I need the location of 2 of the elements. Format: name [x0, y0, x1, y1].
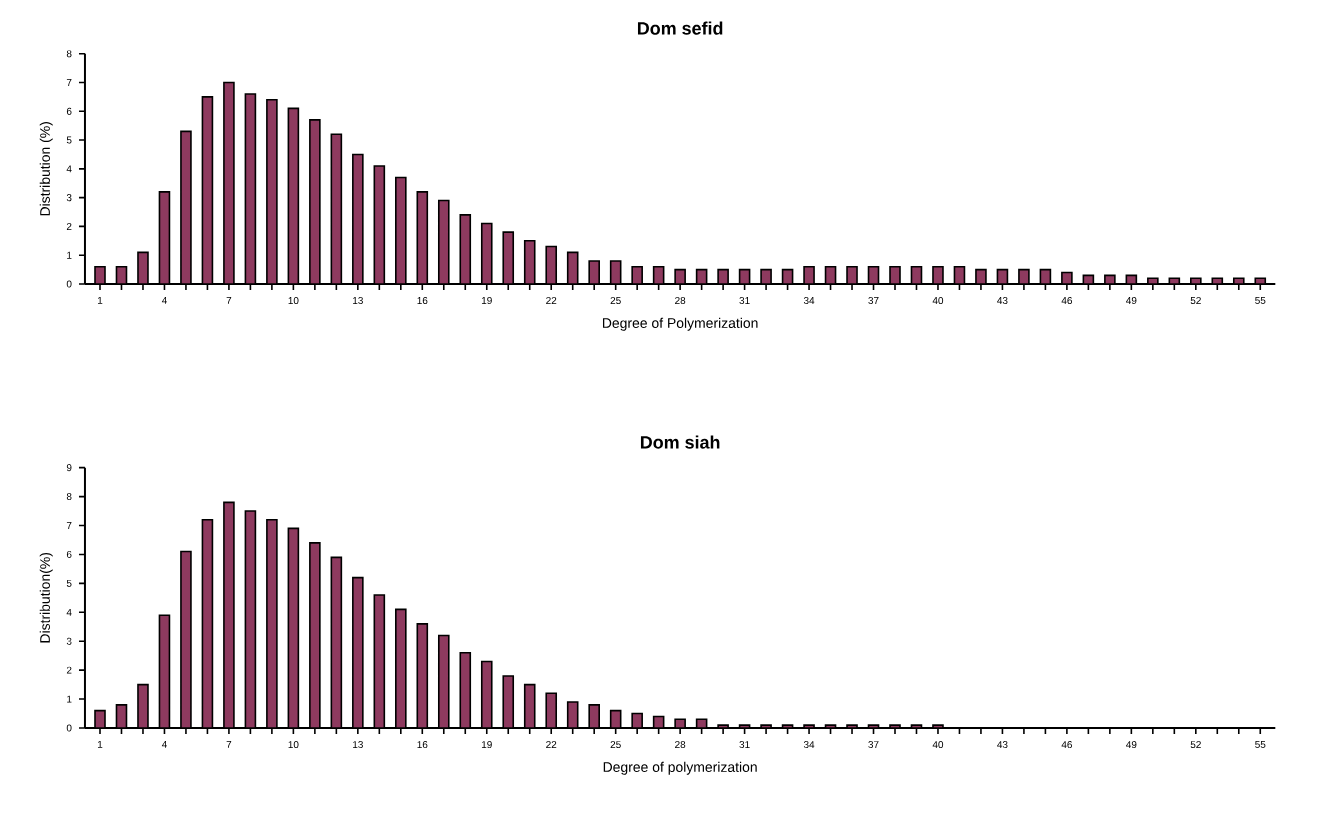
chart-title: Dom sefid: [637, 21, 723, 35]
chart-title: Dom siah: [640, 435, 720, 449]
